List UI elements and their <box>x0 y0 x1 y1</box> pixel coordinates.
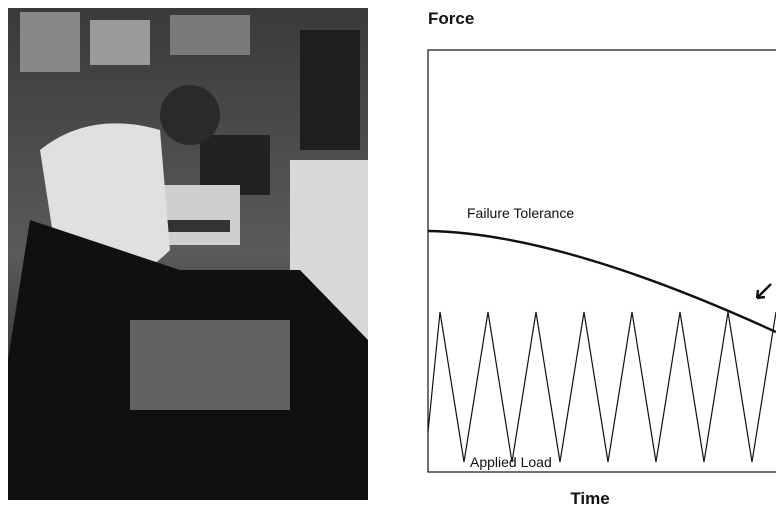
y-axis-label: Force <box>428 9 474 28</box>
failure-curve <box>428 231 776 332</box>
failure-arrow <box>757 284 771 298</box>
x-axis-label: Time <box>570 489 609 508</box>
photo <box>8 8 368 500</box>
figure: Force Failure Tolerance Applied Load Tim… <box>0 0 776 514</box>
plot-frame <box>428 50 776 472</box>
curve-label: Failure Tolerance <box>467 205 574 221</box>
load-curve <box>428 312 776 462</box>
page: Force Failure Tolerance Applied Load Tim… <box>0 0 776 514</box>
load-label: Applied Load <box>470 454 552 470</box>
